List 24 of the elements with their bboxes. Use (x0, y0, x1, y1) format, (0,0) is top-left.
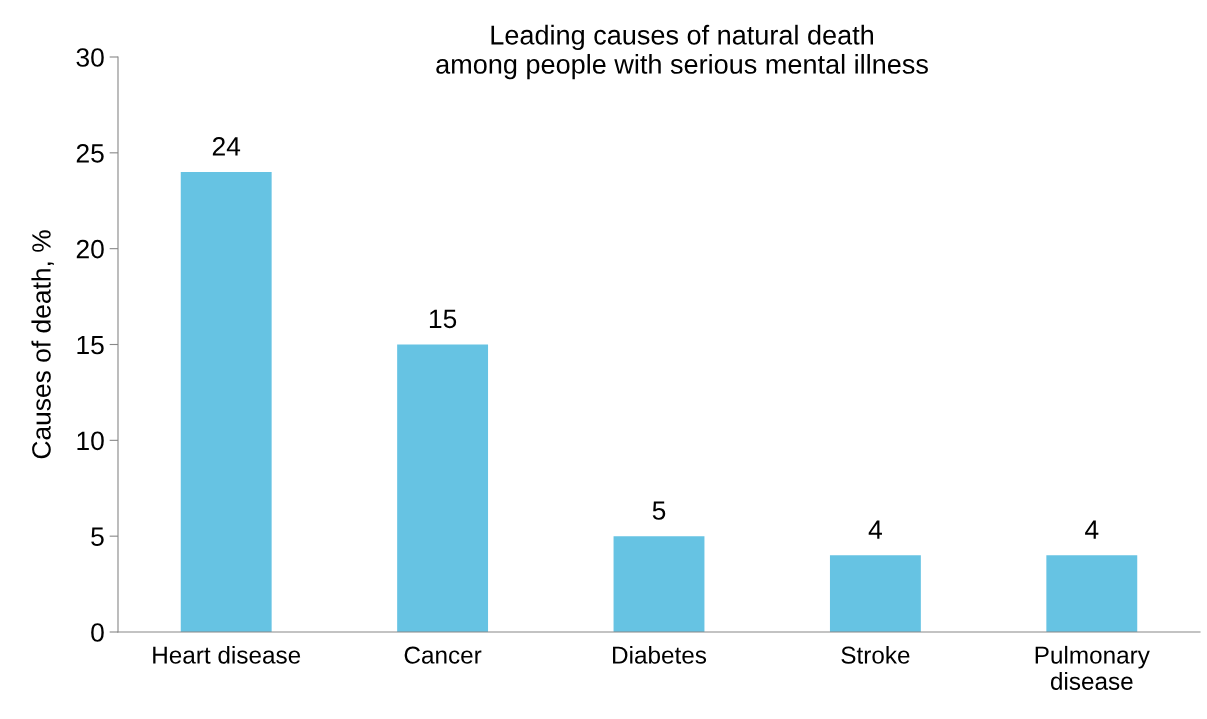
y-tick-label: 0 (91, 623, 104, 642)
bar (613, 536, 705, 632)
x-tick-label: Diabetes (613, 645, 707, 664)
bar (180, 172, 272, 632)
bar (397, 344, 489, 632)
data-label: 5 (652, 501, 666, 520)
bar (829, 555, 921, 632)
data-label: 4 (1085, 520, 1099, 539)
data-label: 4 (868, 520, 882, 539)
data-label: 15 (429, 309, 457, 329)
y-tick-label: 15 (77, 335, 104, 355)
data-label: 24 (212, 136, 241, 156)
y-tick-label: 20 (76, 239, 104, 259)
x-tick-label: Heart disease (153, 645, 301, 664)
x-tick-label: Pulmonary disease (1035, 645, 1150, 690)
y-tick-label: 5 (91, 527, 104, 546)
x-tick-label: Cancer (404, 646, 482, 664)
y-tick-label: 25 (76, 143, 104, 163)
y-axis-title: Causes of death, % (31, 230, 54, 459)
chart-title: Leading causes of natural death among people with serious mental illness (436, 24, 928, 80)
x-tick-label: Stroke (841, 645, 910, 664)
y-tick-label: 10 (77, 431, 104, 451)
bar (1046, 555, 1138, 632)
y-tick-label: 30 (76, 48, 104, 67)
